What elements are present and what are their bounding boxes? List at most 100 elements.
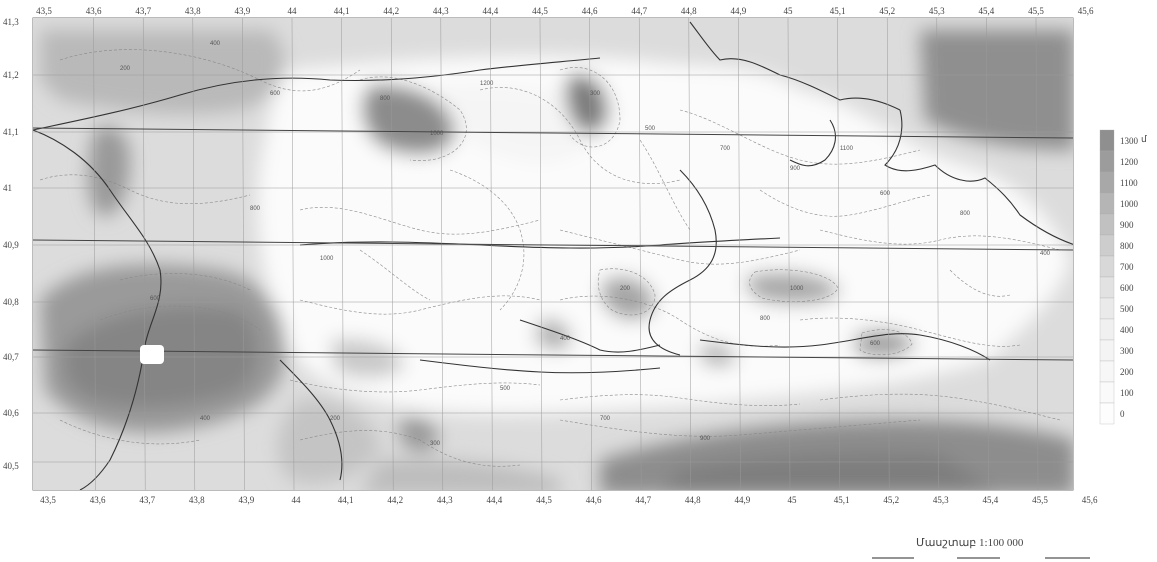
legend-swatch [1099, 129, 1115, 152]
longitude-label-top: 43,6 [86, 6, 102, 16]
contour-value-label: 700 [720, 146, 731, 152]
longitude-label-bottom: 45,3 [933, 495, 949, 505]
latitude-label: 41,2 [3, 70, 19, 80]
lake-marker [140, 345, 164, 364]
legend-swatch [1099, 297, 1115, 320]
contour-value-label: 600 [870, 341, 881, 347]
contour-value-label: 1200 [480, 81, 494, 87]
legend-swatch [1099, 171, 1115, 194]
legend-level-label: 900 [1120, 220, 1134, 230]
contour-value-label: 900 [790, 166, 801, 172]
legend-level-label: 1000 [1120, 199, 1139, 209]
legend-level-label: 1300 [1120, 136, 1139, 146]
latitude-labels: 41,3 41,2 41,1 41 40,9 40,8 40,7 40,6 40,5 [3, 17, 19, 471]
longitude-label-bottom: 45,1 [834, 495, 850, 505]
contour-value-label: 400 [200, 416, 211, 422]
contour-labels: 200 400 600 800 1000 1200 300 500 700 900 1100 600 8… [120, 41, 1051, 447]
legend-swatch [1099, 192, 1115, 215]
longitude-label-top: 45,5 [1028, 6, 1044, 16]
contour-value-label: 800 [960, 211, 971, 217]
legend-level-label: 100 [1120, 388, 1134, 398]
contour-value-label: 700 [600, 416, 611, 422]
contour-value-label: 800 [380, 96, 391, 102]
contour-value-label: 600 [880, 191, 891, 197]
longitude-label-top: 43,8 [185, 6, 201, 16]
contour-value-label: 200 [330, 416, 341, 422]
legend-unit: մ [1141, 134, 1147, 144]
longitude-label-top: 45,4 [979, 6, 995, 16]
longitude-label-bottom: 45,4 [983, 495, 999, 505]
legend-level-label: 1200 [1120, 157, 1139, 167]
legend-swatch [1099, 360, 1115, 383]
contour-value-label: 300 [430, 441, 441, 447]
reference-lines [33, 127, 1073, 361]
legend-swatch [1099, 213, 1115, 236]
contour-value-label: 600 [150, 296, 161, 302]
latitude-label: 41 [3, 183, 12, 193]
longitude-label-bottom: 44,1 [338, 495, 354, 505]
contour-value-label: 500 [645, 126, 656, 132]
latitude-label: 41,1 [3, 127, 19, 137]
longitude-label-top: 44,8 [681, 6, 697, 16]
longitude-label-bottom: 43,8 [189, 495, 205, 505]
legend-level-label: 0 [1120, 409, 1125, 419]
elevation-legend: 1300120011001000900800700600500400300200… [1099, 129, 1139, 425]
contour-value-label: 500 [500, 386, 511, 392]
contour-value-label: 1100 [840, 146, 854, 152]
legend-level-label: 700 [1120, 262, 1134, 272]
contour-value-label: 400 [560, 336, 571, 342]
latitude-label: 40,5 [3, 461, 19, 471]
longitude-labels-bottom: 43,5 43,6 43,7 43,8 43,9 44 44,1 44,2 44,3 44,4 44… [40, 495, 1098, 505]
legend-swatch [1099, 381, 1115, 404]
longitude-label-bottom: 44,4 [487, 495, 503, 505]
longitude-label-bottom: 44,3 [437, 495, 453, 505]
longitude-label-bottom: 43,7 [139, 495, 155, 505]
contour-value-label: 1000 [320, 256, 334, 262]
longitude-label-bottom: 44,6 [586, 495, 602, 505]
longitude-labels-top: 43,5 43,6 43,7 43,8 43,9 44 44,1 44,2 44,3 44,4 44… [36, 6, 1094, 16]
contour-value-label: 1000 [790, 286, 804, 292]
longitude-label-bottom: 43,5 [40, 495, 56, 505]
legend-swatch [1099, 318, 1115, 341]
contour-value-label: 200 [620, 286, 631, 292]
longitude-label-top: 45,1 [830, 6, 846, 16]
legend-level-label: 1100 [1120, 178, 1138, 188]
longitude-label-top: 44,1 [334, 6, 350, 16]
latitude-label: 41,3 [3, 17, 19, 27]
legend-swatch [1099, 339, 1115, 362]
longitude-label-top: 44,6 [582, 6, 598, 16]
latitude-label: 40,7 [3, 352, 19, 362]
longitude-label-top: 45,2 [879, 6, 895, 16]
legend-swatch [1099, 255, 1115, 278]
latitude-label: 40,6 [3, 408, 19, 418]
longitude-label-top: 44,7 [631, 6, 647, 16]
longitude-label-bottom: 44,9 [735, 495, 751, 505]
longitude-label-top: 45,3 [929, 6, 945, 16]
elevation-shading: 200 400 600 800 1000 1200 300 500 700 900 1100 600 8… [33, 18, 1073, 490]
contour-value-label: 800 [250, 206, 261, 212]
longitude-label-bottom: 43,9 [239, 495, 255, 505]
longitude-label-bottom: 44,2 [387, 495, 403, 505]
contour-lines [39, 49, 1061, 467]
longitude-label-bottom: 43,6 [90, 495, 106, 505]
legend-swatch [1099, 402, 1115, 425]
contour-value-label: 300 [590, 91, 601, 97]
longitude-label-bottom: 44,7 [635, 495, 651, 505]
longitude-label-top: 43,9 [235, 6, 251, 16]
longitude-label-top: 44 [288, 6, 298, 16]
contour-value-label: 600 [270, 91, 281, 97]
legend-swatch [1099, 234, 1115, 257]
scale-text: Մասշտաբ 1:100 000 [916, 537, 1024, 549]
longitude-label-top: 43,5 [36, 6, 52, 16]
legend-level-label: 600 [1120, 283, 1134, 293]
latitude-label: 40,9 [3, 240, 19, 250]
contour-value-label: 1000 [430, 131, 444, 137]
legend-level-label: 800 [1120, 241, 1134, 251]
contour-value-label: 400 [210, 41, 221, 47]
longitude-label-bottom: 44,8 [685, 495, 701, 505]
longitude-label-top: 44,2 [383, 6, 399, 16]
longitude-label-top: 44,5 [532, 6, 548, 16]
longitude-label-bottom: 45 [788, 495, 798, 505]
longitude-label-top: 44,4 [483, 6, 499, 16]
